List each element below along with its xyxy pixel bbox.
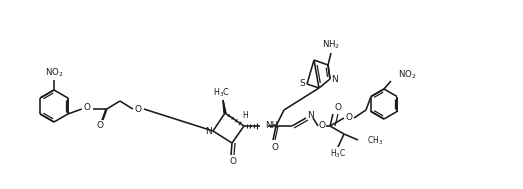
Text: N: N	[332, 74, 338, 84]
Text: NH: NH	[265, 121, 278, 129]
Text: NO$_2$: NO$_2$	[398, 69, 417, 81]
Text: H$_3$C: H$_3$C	[213, 87, 231, 99]
Text: O: O	[271, 143, 279, 152]
Text: N: N	[204, 128, 211, 136]
Text: N: N	[306, 112, 313, 121]
Text: O: O	[83, 104, 90, 112]
Text: CH$_3$: CH$_3$	[367, 135, 383, 147]
Polygon shape	[223, 100, 226, 113]
Text: NH$_2$: NH$_2$	[322, 39, 340, 51]
Text: O: O	[134, 105, 141, 114]
Text: O: O	[230, 157, 236, 167]
Text: H: H	[242, 112, 248, 121]
Text: O: O	[319, 122, 325, 130]
Text: H$_3$C: H$_3$C	[330, 148, 346, 160]
Text: S: S	[299, 80, 305, 88]
Text: O: O	[335, 104, 342, 112]
Text: NO$_2$: NO$_2$	[44, 67, 63, 79]
Text: O: O	[96, 122, 104, 130]
Text: O: O	[346, 112, 353, 122]
